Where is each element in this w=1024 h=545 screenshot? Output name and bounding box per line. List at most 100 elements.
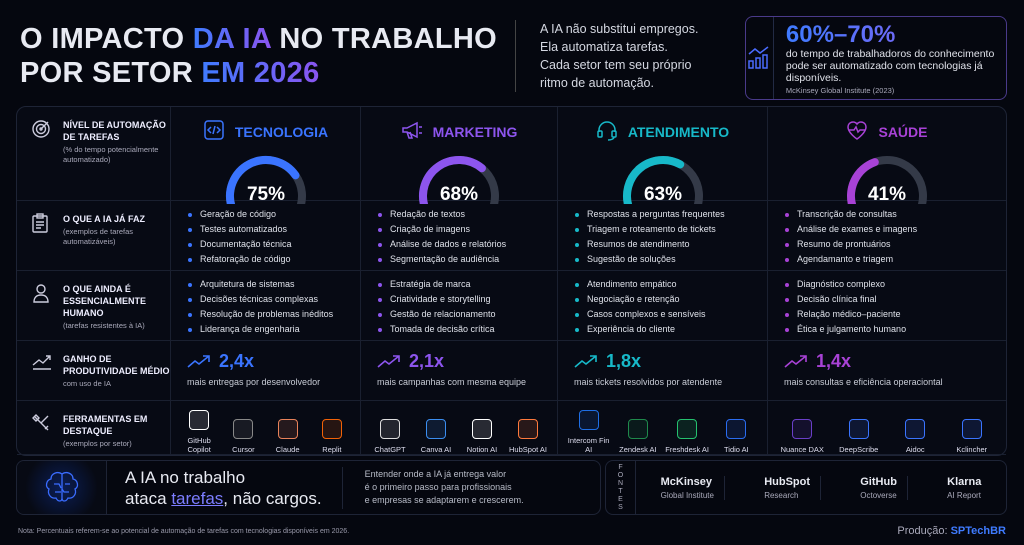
stat-desc: do tempo de trabalhadoros do conheciment… <box>785 48 995 84</box>
source-name: HubSpot <box>764 475 811 488</box>
row-subtitle: (exemplos de tarefas automatizáveis) <box>63 227 134 246</box>
productivity-cell-1: 2,1x mais campanhas com mesma equipe <box>361 341 558 401</box>
row-label-automation: NÍVEL DE AUTOMAÇÃO DE TAREFAS (% do tempo… <box>17 107 171 201</box>
list-item: Agendamanto e triagem <box>784 252 1006 267</box>
tagline-part: , não cargos. <box>223 488 322 508</box>
source-name: GitHub <box>860 475 897 488</box>
tools-cell-2: Intercom Fin AI Zendesk AI Freshdesk AI Tid… <box>558 401 768 455</box>
list-item: Ética e julgamento humano <box>784 322 1006 337</box>
tool-item[interactable]: Tidio AI <box>713 419 759 454</box>
ai-does-list: Redação de textos Criação de imagens Análi… <box>361 201 557 267</box>
tool-item[interactable]: Freshdesk AI <box>664 419 710 454</box>
tool-logo-icon <box>792 419 813 439</box>
row-title: GANHO DE PRODUTIVIDADE MÉDIO <box>63 354 170 376</box>
intro-text: A IA não substitui empregos. Ela automat… <box>515 20 698 92</box>
subtext-line: e empresas se adaptarem e crescerem. <box>364 495 524 505</box>
gauge-fill <box>847 158 879 204</box>
human-cell-2: Atendimento empático Negociação e retençã… <box>558 271 768 341</box>
tagline: A IA no trabalho ataca tarefas, não carg… <box>107 466 343 509</box>
trend-up-icon <box>784 354 807 368</box>
tool-logo-icon <box>380 419 400 439</box>
stat-card: 60%–70% do tempo de trabalhadoros do con… <box>745 16 1007 100</box>
sector-name: ATENDIMENTO <box>627 123 730 140</box>
tool-name: Canva AI <box>420 445 452 454</box>
row-subtitle: (exemplos por setor) <box>63 439 132 448</box>
tool-item[interactable]: Replit <box>310 419 354 454</box>
tools-cell-1: ChatGPT Canva AI Notion AI HubSpot AI <box>361 401 558 455</box>
sector-name: SAÚDE <box>878 123 928 140</box>
tool-item[interactable]: GitHub Copilot <box>177 410 221 454</box>
tool-name: Cursor <box>232 445 255 454</box>
source-sub: Global Institute <box>660 490 714 500</box>
tool-item[interactable]: Zendesk AI <box>615 419 661 454</box>
gain-value: 1,4x <box>816 351 852 371</box>
subtext-line: é o primeiro passo para profissionais <box>364 482 512 492</box>
automation-gauge: 68% <box>419 156 499 204</box>
tool-item[interactable]: DeepScribe <box>836 419 882 454</box>
list-item: Documentação técnica <box>187 237 360 252</box>
list-item: Relação médico–paciente <box>784 307 1006 322</box>
trend-up-icon <box>31 353 53 400</box>
intro-line: A IA não substitui empregos. <box>540 22 699 36</box>
tool-item[interactable]: ChatGPT <box>367 419 413 454</box>
tagline-line: A IA no trabalho <box>125 467 246 487</box>
source-name: McKinsey <box>660 475 712 488</box>
code-icon <box>203 119 225 144</box>
tool-item[interactable]: HubSpot AI <box>505 419 551 454</box>
tool-item[interactable]: Nuance DAX <box>779 419 825 454</box>
headset-icon <box>596 119 618 144</box>
intro-line: Ela automatiza tarefas. <box>540 40 668 54</box>
trend-up-icon <box>187 354 210 368</box>
tool-logo-icon <box>426 419 446 439</box>
list-item: Decisões técnicas complexas <box>187 292 360 307</box>
source-name: Klarna <box>947 475 982 488</box>
tool-name: Zendesk AI <box>619 445 657 454</box>
tool-logo-icon <box>277 419 298 439</box>
page-title: O IMPACTO DA IA NO TRABALHO POR SETOR EM… <box>20 22 497 90</box>
tool-logo-icon <box>518 419 538 439</box>
ai-does-list: Transcrição de consultas Análise de exame… <box>768 201 1006 267</box>
list-item: Arquitetura de sistemas <box>187 277 360 292</box>
tool-item[interactable]: Claude <box>266 419 310 454</box>
target-icon <box>31 119 53 200</box>
gain-desc: mais consultas e eficiência operaciontal <box>784 377 943 387</box>
source-item: HubSpot Research <box>754 475 822 500</box>
tool-item[interactable]: Canva AI <box>413 419 459 454</box>
list-item: Testes automatizados <box>187 222 360 237</box>
tool-item[interactable]: Intercom Fin AI <box>566 410 612 454</box>
production-brand: SPTechBR <box>950 525 1006 537</box>
ai-does-cell-2: Respostas a perguntas frequentes Triagem … <box>558 201 768 271</box>
footer-band: A IA no trabalho ataca tarefas, não carg… <box>16 460 1007 515</box>
list-item: Criatividade e storytelling <box>377 292 557 307</box>
sector-name: TECNOLOGIA <box>234 123 329 140</box>
list-item: Resumo de prontuários <box>784 237 1006 252</box>
sector-header-1: MARKETING 68% <box>361 107 558 204</box>
tool-item[interactable]: Aidoc <box>892 419 938 454</box>
ai-does-list: Geração de código Testes automatizados Doc… <box>171 201 360 267</box>
tool-item[interactable]: Kclincher <box>949 419 995 454</box>
tool-name: HubSpot AI <box>509 445 547 454</box>
subtext-line: Entender onde a IA já entrega valor <box>364 469 507 479</box>
tool-name: GitHub Copilot <box>187 436 211 454</box>
gauge-fill <box>225 156 299 204</box>
tool-logo-icon <box>848 419 869 439</box>
tool-logo-icon <box>677 419 698 439</box>
list-item: Gestão de relacionamento <box>377 307 557 322</box>
tools-icon <box>31 413 53 454</box>
tool-item[interactable]: Cursor <box>221 419 265 454</box>
tool-logo-icon <box>233 419 254 439</box>
list-item: Segmentação de audiência <box>377 252 557 267</box>
gain-value: 2,4x <box>219 351 255 371</box>
tool-logo-icon <box>905 419 926 439</box>
source-sub: Octoverse <box>860 490 897 500</box>
tool-item[interactable]: Notion AI <box>459 419 505 454</box>
list-item: Resolução de problemas inéditos <box>187 307 360 322</box>
tool-name: ChatGPT <box>374 445 406 454</box>
production-label: Produção: <box>897 525 951 537</box>
sector-header-2: ATENDIMENTO 63% <box>558 107 768 204</box>
list-item: Transcrição de consultas <box>784 207 1006 222</box>
gauge-value: 63% <box>643 184 681 204</box>
list-item: Respostas a perguntas frequentes <box>574 207 767 222</box>
row-title: O QUE A IA JÁ FAZ <box>63 214 146 224</box>
